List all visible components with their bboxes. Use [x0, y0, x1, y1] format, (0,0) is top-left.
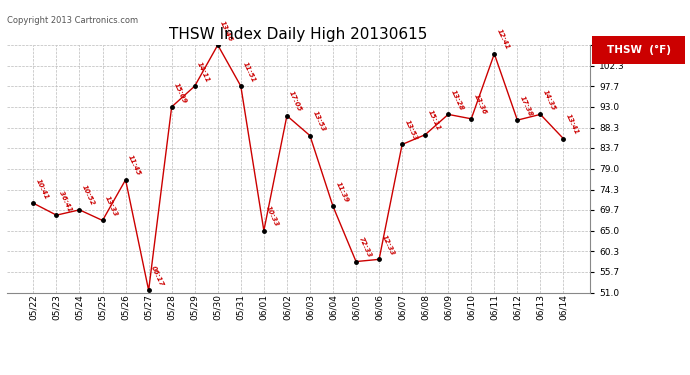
Text: 13:28: 13:28 — [450, 89, 464, 112]
Text: 13:46: 13:46 — [219, 20, 234, 42]
Text: 13:33: 13:33 — [104, 195, 119, 217]
Text: 11:45: 11:45 — [127, 154, 142, 177]
Text: 10:41: 10:41 — [34, 178, 50, 201]
Text: 11:39: 11:39 — [335, 181, 349, 204]
Text: 13:41: 13:41 — [565, 113, 580, 136]
Text: 12:33: 12:33 — [380, 234, 395, 256]
Text: 10:33: 10:33 — [265, 205, 280, 228]
Text: 13:53: 13:53 — [404, 119, 418, 142]
Title: THSW Index Daily High 20130615: THSW Index Daily High 20130615 — [169, 27, 428, 42]
Text: 15:09: 15:09 — [173, 81, 188, 104]
Text: 72:33: 72:33 — [357, 236, 373, 259]
Text: 11:51: 11:51 — [242, 61, 257, 83]
Text: 36:41: 36:41 — [58, 190, 72, 212]
Text: 17:05: 17:05 — [288, 90, 303, 113]
Text: 12:41: 12:41 — [495, 28, 511, 51]
Text: Copyright 2013 Cartronics.com: Copyright 2013 Cartronics.com — [7, 16, 138, 25]
Text: 06:17: 06:17 — [150, 265, 165, 288]
Text: 15:11: 15:11 — [426, 109, 442, 132]
Text: 10:52: 10:52 — [81, 184, 96, 207]
Text: 14:11: 14:11 — [196, 61, 211, 83]
Text: 14:35: 14:35 — [542, 89, 557, 112]
Text: 13:53: 13:53 — [311, 110, 326, 133]
Text: THSW  (°F): THSW (°F) — [607, 45, 671, 55]
Text: 17:38: 17:38 — [519, 94, 533, 117]
Text: 13:36: 13:36 — [473, 93, 488, 116]
